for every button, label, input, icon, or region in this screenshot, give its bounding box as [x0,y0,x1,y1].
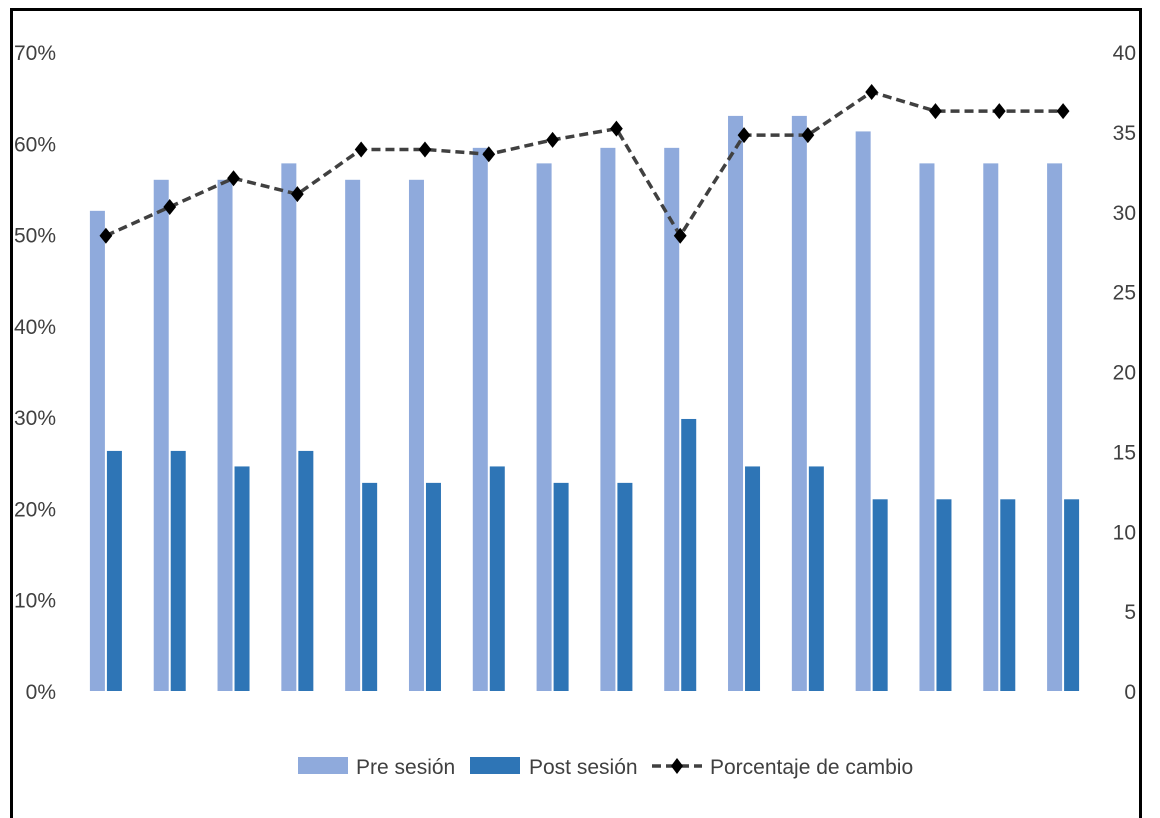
legend-swatch-post-sesion [470,757,520,774]
bar-pre-sesion [791,115,807,691]
bar-post-sesion [681,418,697,691]
bar-pre-sesion [281,163,297,691]
legend-label-post-sesion: Post sesión [529,756,638,779]
line-point-marker [610,120,623,137]
line-porcentaje-de-cambio [105,90,1064,240]
bar-post-sesion [745,466,761,691]
bar-pre-sesion [217,179,233,692]
line-point-marker [163,198,177,215]
right-tick-label: 20 [1113,362,1136,385]
left-tick-label: 30% [14,407,56,430]
bar-post-sesion [553,482,569,691]
bar-post-sesion [617,482,633,691]
line-series [99,83,1070,244]
bar-post-sesion [489,466,505,691]
left-tick-label: 40% [14,316,56,339]
bar-pre-sesion [1047,163,1063,691]
bar-pre-sesion [153,179,169,692]
legend-label-pre-sesion: Pre sesión [356,756,455,779]
bar-pre-sesion [345,179,361,692]
bar-pre-sesion [728,115,744,691]
line-point-marker [929,103,942,120]
left-tick-label: 70% [14,42,56,65]
legend-label-porcentaje-de-cambio: Porcentaje de cambio [710,756,913,779]
bar-pre-sesion [408,179,424,692]
bar-pre-sesion [536,163,552,691]
left-tick-label: 60% [14,133,56,156]
bar-pre-sesion [855,131,871,691]
line-point-marker [482,146,496,163]
bar-post-sesion [106,450,122,691]
bar-post-sesion [808,466,824,691]
right-tick-label: 10 [1113,521,1136,544]
right-tick-label: 25 [1113,282,1136,305]
right-tick-label: 5 [1124,601,1136,624]
bar-post-sesion [298,450,314,691]
bar-series [89,115,1080,692]
bar-pre-sesion [983,163,999,691]
line-point-marker [673,227,687,244]
line-point-marker [290,186,304,203]
left-axis-ticks: 0% 10% 20% 30% 40% 50% 60% 70% [14,42,56,704]
line-point-marker [992,103,1006,120]
left-tick-label: 0% [26,681,56,704]
bar-pre-sesion [89,210,105,691]
bar-post-sesion [1000,499,1016,691]
right-tick-label: 0 [1124,681,1136,704]
line-point-marker [865,83,879,100]
left-tick-label: 10% [14,590,56,613]
left-tick-label: 50% [14,225,56,248]
bar-post-sesion [872,499,888,691]
right-tick-label: 30 [1113,202,1136,225]
bar-post-sesion [1064,499,1080,691]
bar-post-sesion [362,482,378,691]
bar-post-sesion [936,499,952,691]
line-point-marker [737,127,751,144]
right-tick-label: 35 [1113,122,1136,145]
line-point-marker [227,170,240,187]
legend: Pre sesión Post sesión Porcentaje de cambi… [298,756,913,779]
right-tick-label: 15 [1113,441,1136,464]
line-point-marker [801,127,815,144]
bar-post-sesion [425,482,441,691]
left-tick-label: 20% [14,498,56,521]
line-point-marker [99,227,113,244]
bar-post-sesion [170,450,186,691]
right-tick-label: 40 [1113,42,1136,65]
right-axis-ticks: 0 5 10 15 20 25 30 35 40 [1113,42,1136,704]
line-point-marker [1056,103,1070,120]
bar-pre-sesion [600,147,616,692]
legend-swatch-pre-sesion [298,757,348,774]
bar-pre-sesion [664,147,680,692]
bar-pre-sesion [919,163,935,691]
line-point-marker [418,141,432,158]
bar-post-sesion [234,466,250,691]
bar-pre-sesion [472,147,488,692]
line-point-marker [546,131,559,148]
chart-frame [10,8,1142,818]
line-point-marker [354,141,368,158]
legend-marker-diamond [671,758,683,774]
